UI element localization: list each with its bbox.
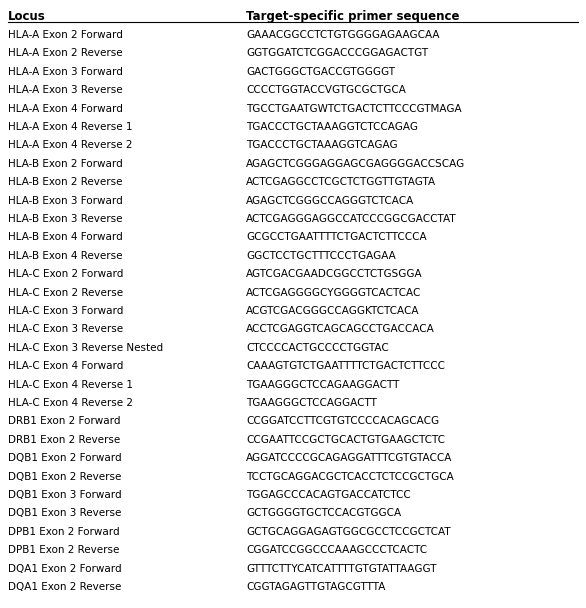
Text: HLA-C Exon 2 Forward: HLA-C Exon 2 Forward (8, 269, 124, 279)
Text: CCGGATCCTTCGTGTCCCCACAGCACG: CCGGATCCTTCGTGTCCCCACAGCACG (246, 416, 439, 426)
Text: AGAGCTCGGGAGGAGCGAGGGGACCSCAG: AGAGCTCGGGAGGAGCGAGGGGACCSCAG (246, 159, 465, 169)
Text: ACGTCGACGGGCCAGGKTCTCACA: ACGTCGACGGGCCAGGKTCTCACA (246, 306, 420, 316)
Text: ACTCGAGGGGCYGGGGTCACTCAC: ACTCGAGGGGCYGGGGTCACTCAC (246, 288, 421, 297)
Text: DPB1 Exon 2 Reverse: DPB1 Exon 2 Reverse (8, 545, 120, 555)
Text: CAAAGTGTCTGAATTTTCTGACTCTTCCC: CAAAGTGTCTGAATTTTCTGACTCTTCCC (246, 361, 445, 371)
Text: AGTCGACGAADCGGCCTCTGSGGA: AGTCGACGAADCGGCCTCTGSGGA (246, 269, 423, 279)
Text: ACTCGAGGGAGGCCATCCCGGCGACCTAT: ACTCGAGGGAGGCCATCCCGGCGACCTAT (246, 214, 456, 224)
Text: TGACCCTGCTAAAGGTCAGAG: TGACCCTGCTAAAGGTCAGAG (246, 140, 398, 150)
Text: GTTTCTTYCATCATTTTGTGTATTAAGGT: GTTTCTTYCATCATTTTGTGTATTAAGGT (246, 564, 437, 573)
Text: GACTGGGCTGACCGTGGGGT: GACTGGGCTGACCGTGGGGT (246, 67, 395, 77)
Text: HLA-C Exon 3 Reverse Nested: HLA-C Exon 3 Reverse Nested (8, 343, 163, 353)
Text: GCTGCAGGAGAGTGGCGCCTCCGCTCAT: GCTGCAGGAGAGTGGCGCCTCCGCTCAT (246, 527, 451, 537)
Text: DRB1 Exon 2 Reverse: DRB1 Exon 2 Reverse (8, 435, 120, 445)
Text: DQB1 Exon 3 Reverse: DQB1 Exon 3 Reverse (8, 508, 121, 519)
Text: HLA-A Exon 4 Forward: HLA-A Exon 4 Forward (8, 103, 123, 114)
Text: HLA-A Exon 3 Forward: HLA-A Exon 3 Forward (8, 67, 123, 77)
Text: DRB1 Exon 2 Forward: DRB1 Exon 2 Forward (8, 416, 121, 426)
Text: HLA-C Exon 2 Reverse: HLA-C Exon 2 Reverse (8, 288, 123, 297)
Text: HLA-A Exon 4 Reverse 2: HLA-A Exon 4 Reverse 2 (8, 140, 132, 150)
Text: HLA-B Exon 2 Reverse: HLA-B Exon 2 Reverse (8, 177, 122, 187)
Text: Target-specific primer sequence: Target-specific primer sequence (246, 10, 459, 23)
Text: HLA-A Exon 2 Forward: HLA-A Exon 2 Forward (8, 30, 123, 40)
Text: GGTGGATCTCGGACCCGGAGACTGT: GGTGGATCTCGGACCCGGAGACTGT (246, 49, 428, 58)
Text: ACTCGAGGCCTCGCTCTGGTTGTAGTA: ACTCGAGGCCTCGCTCTGGTTGTAGTA (246, 177, 436, 187)
Text: DPB1 Exon 2 Forward: DPB1 Exon 2 Forward (8, 527, 120, 537)
Text: AGGATCCCCGCAGAGGATTTCGTGTACCA: AGGATCCCCGCAGAGGATTTCGTGTACCA (246, 453, 452, 463)
Text: HLA-C Exon 4 Reverse 2: HLA-C Exon 4 Reverse 2 (8, 398, 133, 408)
Text: HLA-B Exon 3 Forward: HLA-B Exon 3 Forward (8, 196, 122, 206)
Text: HLA-C Exon 3 Reverse: HLA-C Exon 3 Reverse (8, 325, 123, 334)
Text: DQA1 Exon 2 Forward: DQA1 Exon 2 Forward (8, 564, 122, 573)
Text: HLA-A Exon 3 Reverse: HLA-A Exon 3 Reverse (8, 85, 122, 95)
Text: TGAAGGGCTCCAGAAGGACTT: TGAAGGGCTCCAGAAGGACTT (246, 379, 400, 390)
Text: DQA1 Exon 2 Reverse: DQA1 Exon 2 Reverse (8, 582, 121, 592)
Text: Locus: Locus (8, 10, 46, 23)
Text: TGCCTGAATGWTCTGACTCTTCCCGTMAGA: TGCCTGAATGWTCTGACTCTTCCCGTMAGA (246, 103, 462, 114)
Text: TGAAGGGCTCCAGGACTT: TGAAGGGCTCCAGGACTT (246, 398, 377, 408)
Text: ACCTCGAGGTCAGCAGCCTGACCACA: ACCTCGAGGTCAGCAGCCTGACCACA (246, 325, 435, 334)
Text: CGGATCCGGCCCAAAGCCCTCACTC: CGGATCCGGCCCAAAGCCCTCACTC (246, 545, 427, 555)
Text: HLA-B Exon 4 Forward: HLA-B Exon 4 Forward (8, 232, 122, 243)
Text: GCTGGGGTGCTCCACGTGGCA: GCTGGGGTGCTCCACGTGGCA (246, 508, 401, 519)
Text: TCCTGCAGGACGCTCACCTCTCCGCTGCA: TCCTGCAGGACGCTCACCTCTCCGCTGCA (246, 472, 454, 482)
Text: GAAACGGCCTCTGTGGGGAGAAGCAA: GAAACGGCCTCTGTGGGGAGAAGCAA (246, 30, 440, 40)
Text: AGAGCTCGGGCCAGGGTCTCACA: AGAGCTCGGGCCAGGGTCTCACA (246, 196, 414, 206)
Text: GCGCCTGAATTTTCTGACTCTTCCCA: GCGCCTGAATTTTCTGACTCTTCCCA (246, 232, 427, 243)
Text: CCGAATTCCGCTGCACTGTGAAGCTCTC: CCGAATTCCGCTGCACTGTGAAGCTCTC (246, 435, 445, 445)
Text: HLA-A Exon 4 Reverse 1: HLA-A Exon 4 Reverse 1 (8, 122, 132, 132)
Text: HLA-A Exon 2 Reverse: HLA-A Exon 2 Reverse (8, 49, 122, 58)
Text: CTCCCCACTGCCCCTGGTAC: CTCCCCACTGCCCCTGGTAC (246, 343, 389, 353)
Text: DQB1 Exon 3 Forward: DQB1 Exon 3 Forward (8, 490, 122, 500)
Text: HLA-C Exon 3 Forward: HLA-C Exon 3 Forward (8, 306, 124, 316)
Text: GGCTCCTGCTTTCCCTGAGAA: GGCTCCTGCTTTCCCTGAGAA (246, 250, 396, 261)
Text: DQB1 Exon 2 Forward: DQB1 Exon 2 Forward (8, 453, 122, 463)
Text: HLA-C Exon 4 Reverse 1: HLA-C Exon 4 Reverse 1 (8, 379, 133, 390)
Text: TGACCCTGCTAAAGGTCTCCAGAG: TGACCCTGCTAAAGGTCTCCAGAG (246, 122, 418, 132)
Text: CGGTAGAGTTGTAGCGTTTA: CGGTAGAGTTGTAGCGTTTA (246, 582, 386, 592)
Text: HLA-C Exon 4 Forward: HLA-C Exon 4 Forward (8, 361, 124, 371)
Text: CCCCTGGTACCVGTGCGCTGCA: CCCCTGGTACCVGTGCGCTGCA (246, 85, 406, 95)
Text: HLA-B Exon 2 Forward: HLA-B Exon 2 Forward (8, 159, 122, 169)
Text: HLA-B Exon 3 Reverse: HLA-B Exon 3 Reverse (8, 214, 122, 224)
Text: DQB1 Exon 2 Reverse: DQB1 Exon 2 Reverse (8, 472, 121, 482)
Text: HLA-B Exon 4 Reverse: HLA-B Exon 4 Reverse (8, 250, 122, 261)
Text: TGGAGCCCACAGTGACCATCTCC: TGGAGCCCACAGTGACCATCTCC (246, 490, 411, 500)
